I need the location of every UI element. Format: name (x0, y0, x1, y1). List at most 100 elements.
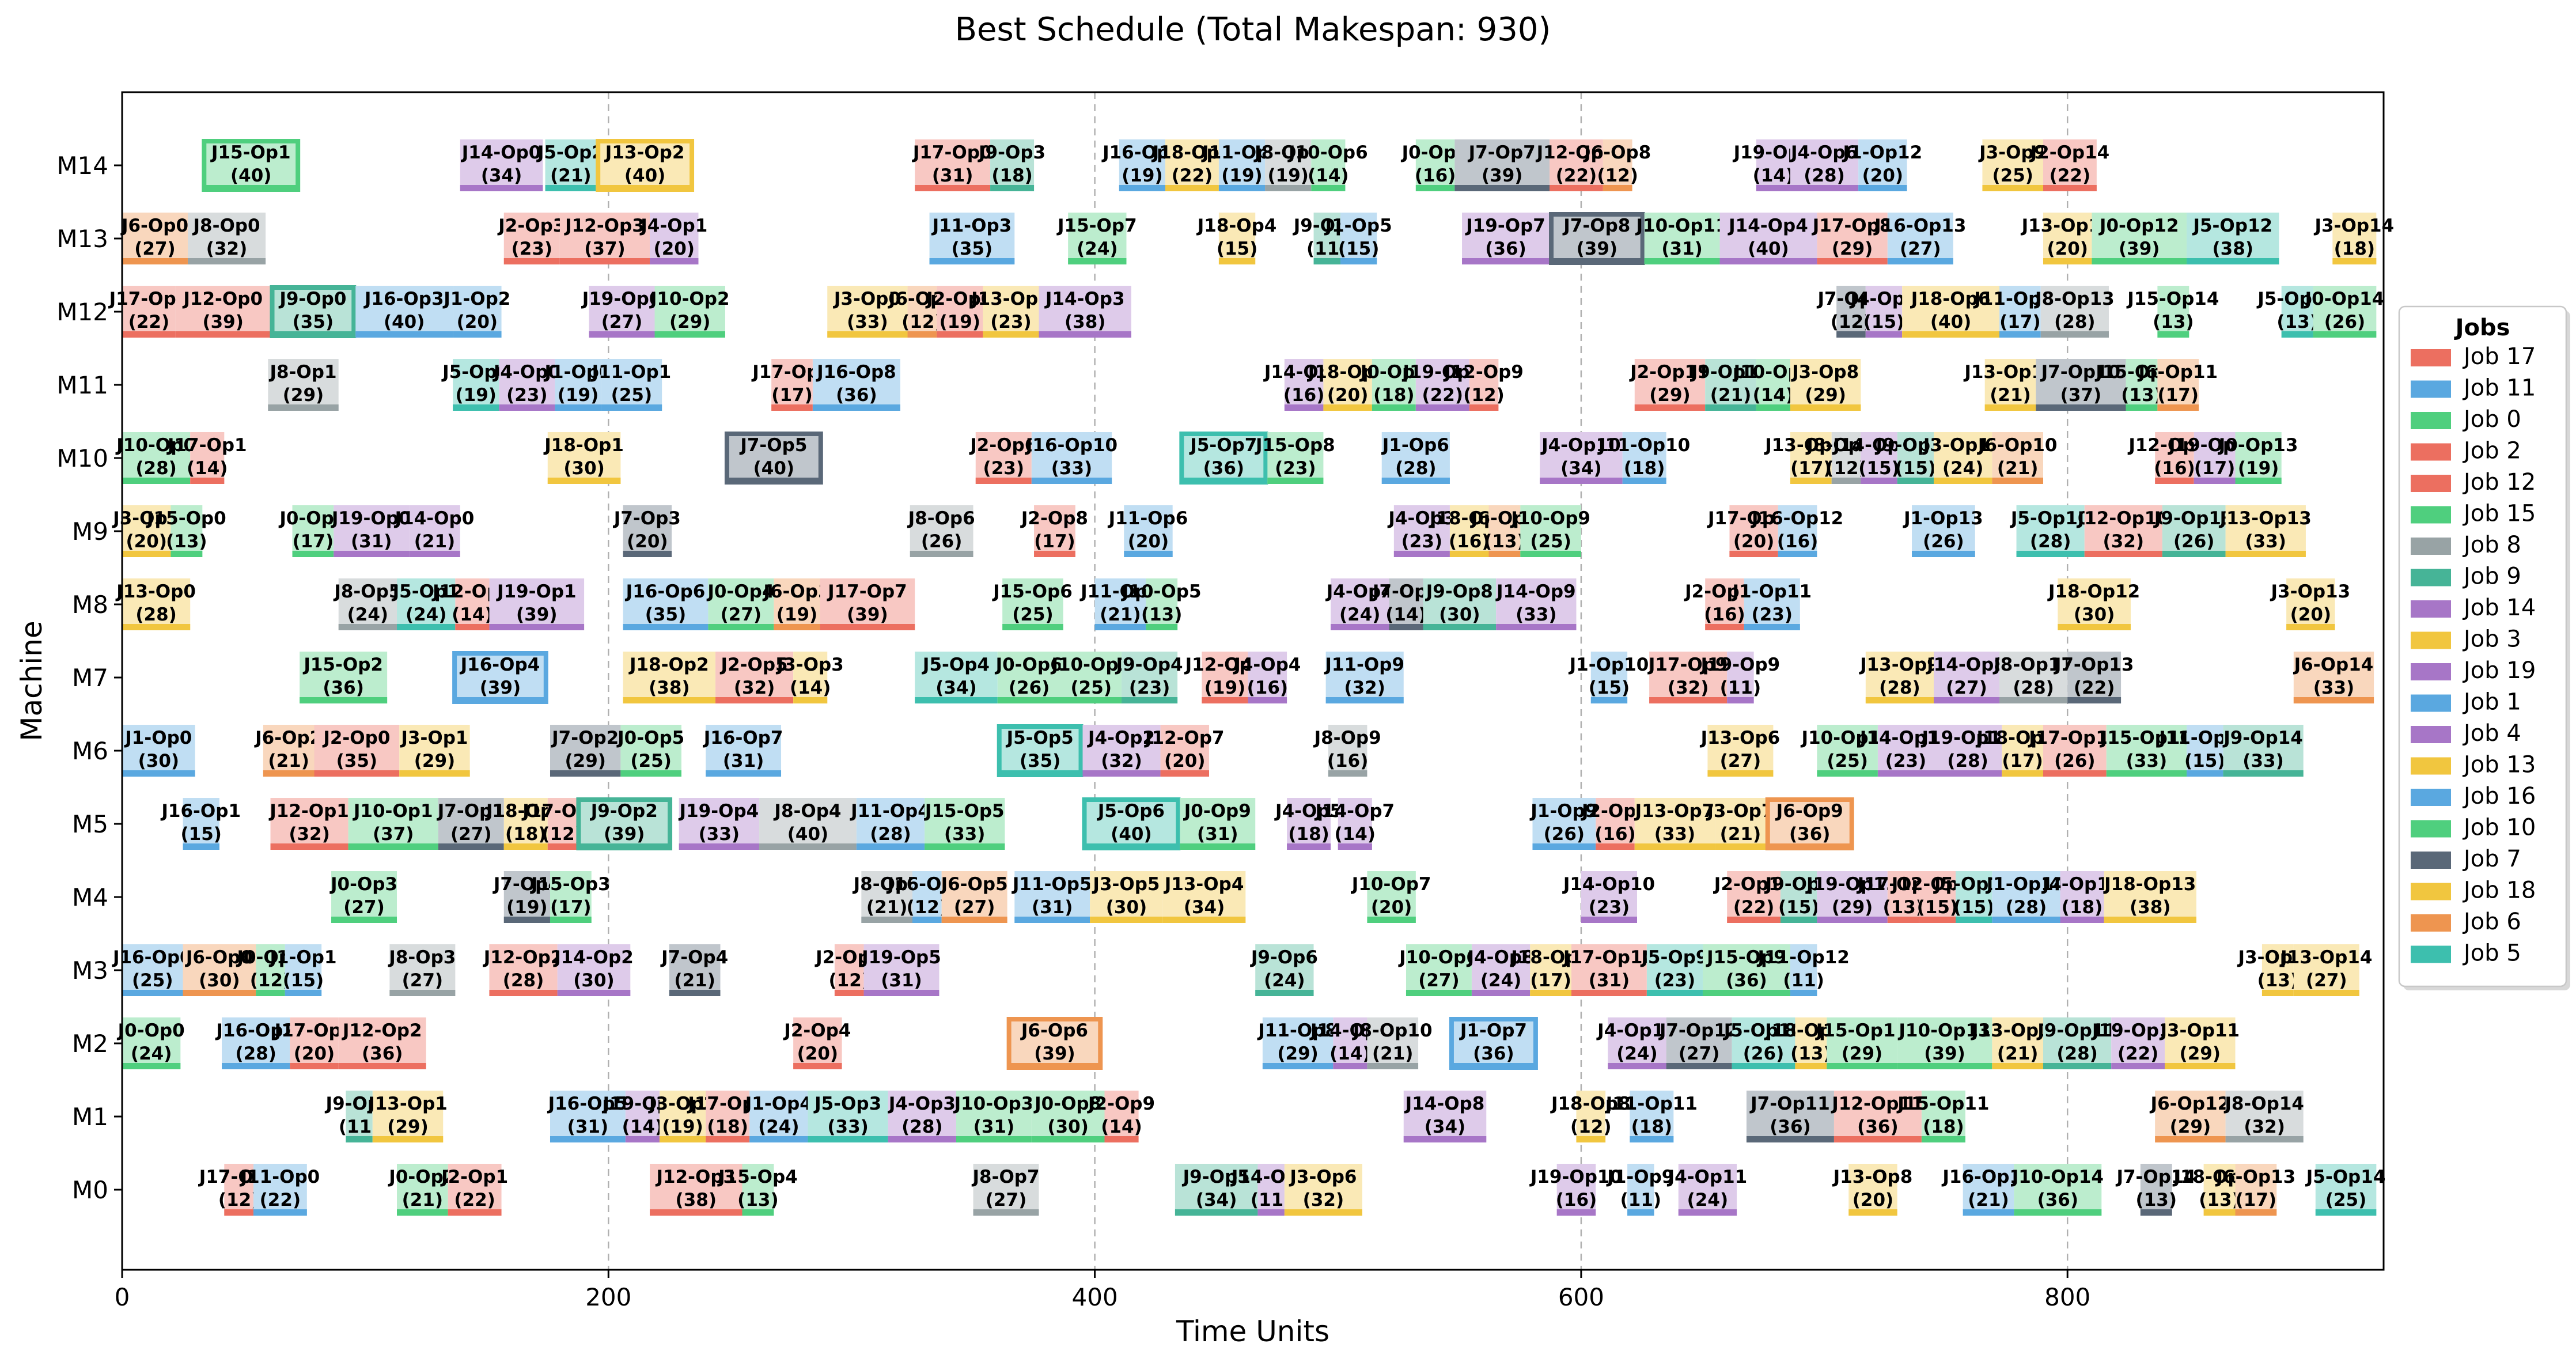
x-tick-label: 0 (115, 1283, 130, 1311)
operation-duration: (21) (414, 531, 455, 552)
operation-label: J1-Op0 (124, 728, 192, 748)
operation-underline (1265, 185, 1312, 191)
operation-bar: J11-Op6(20) (1108, 505, 1188, 557)
operation-label: J7-Op2 (551, 728, 619, 748)
operation-duration: (34) (935, 678, 976, 698)
operation-underline (409, 551, 460, 557)
operation-duration: (29) (414, 751, 455, 771)
operation-underline (122, 258, 188, 264)
operation-label: J13-Op1 (367, 1093, 448, 1114)
operation-label: J5-Op10 (2010, 508, 2090, 529)
operation-duration: (22) (454, 1190, 495, 1210)
operation-label: J6-Op14 (2293, 654, 2374, 675)
operation-underline (759, 843, 857, 850)
operation-label: J5-Op1 (392, 581, 460, 602)
operation-duration: (18) (1923, 1117, 1964, 1137)
operation-duration: (33) (2313, 678, 2354, 698)
operation-label: J15-Op4 (717, 1167, 798, 1187)
operation-underline (559, 258, 650, 264)
operation-underline (1817, 770, 1878, 777)
operation-duration: (21) (1372, 1043, 1413, 1064)
operation-bar: J7-Op1(27) (437, 798, 505, 850)
operation-bar: J4-Op4(24) (1325, 578, 1393, 630)
operation-underline (1556, 1209, 1596, 1216)
operation-duration: (20) (1853, 1190, 1893, 1210)
operation-underline (1002, 624, 1063, 630)
operation-duration: (33) (2242, 751, 2283, 771)
operation-fill (1912, 505, 1975, 557)
operation-duration: (32) (289, 824, 329, 845)
operation-label: J14-Op3 (1044, 289, 1125, 309)
operation-label: J3-Op12 (1922, 435, 2003, 456)
operation-bar: J12-Op11 (36) (1831, 1091, 1924, 1142)
operation-fill (1389, 578, 1423, 630)
operation-duration: (17) (1790, 458, 1831, 479)
operation-label: J8-Op11 (1992, 654, 2073, 675)
operation-underline (888, 1136, 956, 1142)
operation-label: J4-Op2 (1087, 728, 1155, 748)
operation-duration: (26) (1009, 678, 1050, 698)
operation-bar: J13-Op2(40) (596, 139, 695, 192)
operation-fill (1630, 1091, 1674, 1142)
operation-underline (187, 258, 266, 264)
operation-duration: (12) (1570, 1117, 1611, 1137)
operation-bar: J11-Op11 (18) (1605, 1091, 1698, 1142)
operation-underline (1833, 1136, 1922, 1142)
operation-underline (793, 697, 828, 703)
operation-duration: (30) (2074, 604, 2115, 625)
operation-bar: J14-Op8 (27) (1926, 652, 2006, 703)
operation-label: J15-Op9 (1706, 947, 1786, 968)
operation-duration: (32) (1344, 678, 1385, 698)
operation-duration: (20) (1327, 385, 1368, 406)
operation-label: J14-Op0 (461, 142, 541, 163)
legend-swatch (2411, 726, 2451, 743)
operation-fill (2187, 725, 2223, 777)
operation-duration: (32) (734, 678, 775, 698)
operation-duration: (27) (986, 1190, 1026, 1210)
operation-fill (1284, 1164, 1362, 1216)
operation-duration: (20) (294, 1043, 335, 1064)
operation-fill (1836, 286, 1866, 338)
operation-bar: J8-Op0(19) (1253, 139, 1321, 191)
operation-bar: J3-Op14 (18) (2314, 213, 2394, 264)
y-tick-label: M1 (72, 1103, 108, 1131)
operation-underline (1790, 185, 1859, 191)
operation-label: J7-Op4 (660, 947, 728, 968)
operation-label: J19-Op1 (496, 581, 577, 602)
operation-bar: J11-Op12(11) (1757, 944, 1850, 996)
operation-duration: (23) (1654, 970, 1695, 991)
operation-label: J2-Op12 (1713, 874, 1794, 895)
operation-label: J14-Op8 (1926, 654, 2006, 675)
operation-underline (2155, 478, 2194, 484)
operation-fill (812, 359, 900, 411)
operation-bar: J12-Op2(28) (483, 944, 563, 996)
operation-label: J13-Op13 (2219, 508, 2312, 529)
operation-fill (1031, 432, 1112, 484)
operation-label: J4-Op5 (1274, 801, 1342, 822)
operation-underline (1999, 331, 2041, 338)
operation-fill (1992, 432, 2043, 484)
operation-underline (2315, 1209, 2377, 1216)
operation-duration: (20) (797, 1043, 838, 1064)
operation-fill (1590, 652, 1628, 703)
y-axis-title: Machine (15, 620, 48, 741)
operation-fill (793, 652, 828, 703)
operation-fill (1934, 432, 1992, 484)
operation-underline (1202, 697, 1248, 703)
operation-duration: (28) (1395, 458, 1436, 479)
operation-underline (1858, 185, 1907, 191)
operation-underline (397, 624, 456, 630)
operation-fill (190, 432, 225, 484)
operation-underline (122, 1063, 181, 1069)
operation-duration: (18) (1624, 458, 1665, 479)
operation-fill (550, 1091, 626, 1142)
operation-underline (1323, 404, 1372, 411)
operation-label: J16-Op1 (160, 801, 241, 822)
operation-label: J16-Op2 (215, 1020, 296, 1041)
operation-underline (1865, 331, 1903, 338)
operation-duration: (24) (131, 1043, 172, 1064)
operation-bar: J5-Op5 (35) (997, 724, 1084, 777)
operation-duration: (32) (2244, 1117, 2285, 1137)
operation-fill (397, 1164, 448, 1216)
operation-bar: J4-Op8(24) (1467, 944, 1535, 996)
